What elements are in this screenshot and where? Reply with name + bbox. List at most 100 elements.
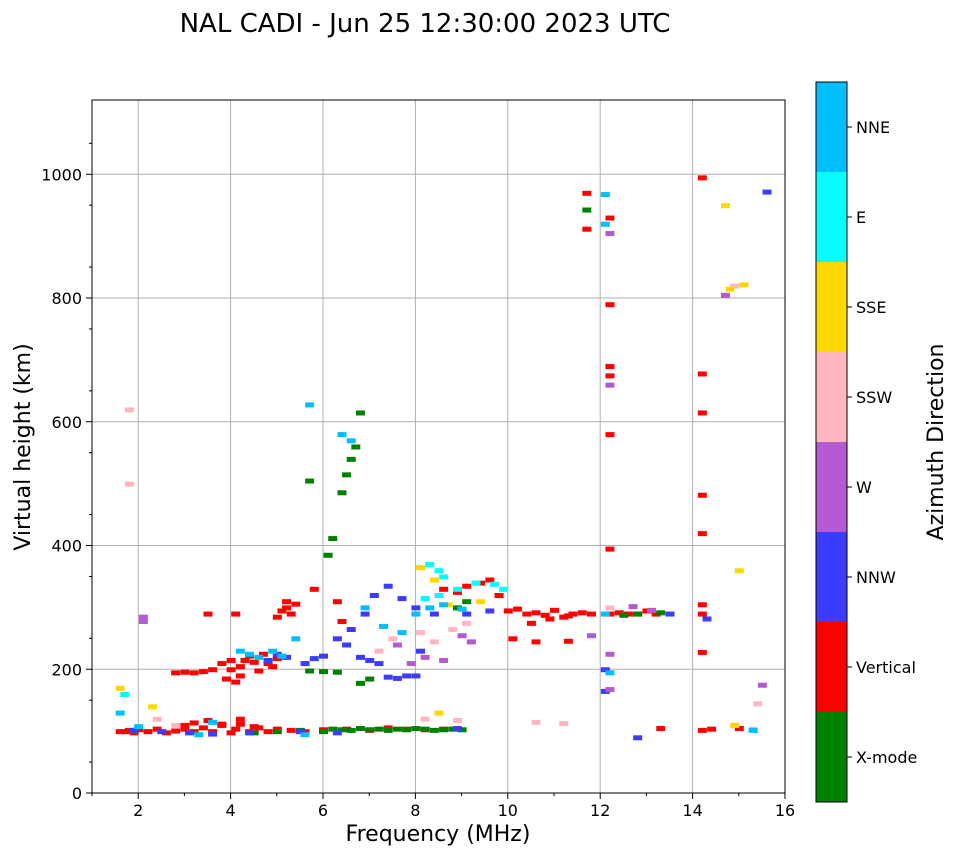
data-point [406,661,416,667]
data-point [457,606,467,612]
data-point [379,623,389,629]
data-point [254,725,264,731]
data-point [697,492,707,498]
data-point [656,610,666,616]
data-point [346,627,356,633]
colorbar-tick-label: SSW [856,388,892,407]
data-point [392,642,402,648]
data-point [337,490,347,496]
data-point [388,636,398,642]
y-tick-label: 600 [51,413,82,432]
data-point [337,727,347,733]
data-point [508,636,518,642]
data-point [725,286,735,292]
y-tick-label: 200 [51,660,82,679]
data-point [208,719,218,725]
data-point [282,654,292,660]
x-tick-label: 8 [410,801,420,820]
data-point [411,726,421,732]
data-point [559,614,569,620]
data-point [605,605,615,611]
data-point [550,607,559,613]
data-point [600,688,610,694]
data-point [582,207,592,213]
colorbar-swatch [816,172,847,262]
data-point [231,679,241,685]
data-point [651,611,661,617]
colorbar-swatch [816,262,847,352]
data-point [429,611,439,617]
data-point [420,716,430,722]
data-point [309,656,319,662]
data-point [369,593,379,598]
data-point [124,481,134,487]
data-point [305,402,315,408]
colorbar-swatch [816,712,847,802]
data-point [471,580,481,586]
data-point [143,729,153,735]
x-tick-label: 14 [682,801,702,820]
y-axis-label: Virtual height (km) [11,343,36,550]
series-e [120,562,509,697]
data-point [300,729,310,735]
data-point [439,602,449,608]
data-point [605,670,615,676]
data-point [383,583,393,589]
data-point [254,654,264,660]
data-point [180,722,190,728]
series-x-mode [249,207,666,736]
data-point [355,654,365,660]
data-point [411,611,421,617]
data-point [161,730,171,736]
data-point [439,586,449,592]
data-point [360,605,370,611]
data-point [152,716,162,722]
data-point [272,614,282,620]
data-point [268,664,278,670]
data-point [416,648,426,654]
data-point [494,593,504,598]
data-point [605,611,615,617]
data-point [702,616,712,622]
data-point [489,581,499,587]
x-tick-label: 6 [318,801,328,820]
data-point [134,724,144,730]
data-point [217,721,227,727]
data-point [397,596,407,602]
data-point [614,610,624,616]
data-point [346,438,356,444]
colorbar-tick-label: X-mode [856,748,917,767]
data-point [240,657,250,663]
data-point [439,574,449,580]
data-point [697,175,707,181]
data-point [291,601,301,607]
data-point [152,726,162,732]
data-point [434,568,444,574]
data-point [277,653,287,659]
data-point [217,661,227,667]
data-point [392,675,402,681]
data-point [697,649,707,655]
data-point [319,653,328,659]
data-point [665,611,675,617]
data-point [282,605,292,611]
data-point [332,730,342,736]
data-point [319,669,328,675]
data-point [619,612,629,618]
data-point [476,599,486,605]
data-point [328,536,338,542]
data-point [120,729,130,735]
data-point [730,722,740,728]
data-point [429,639,439,645]
data-point [531,719,541,725]
data-point [365,676,375,682]
data-point [226,730,236,736]
data-point [466,639,476,645]
data-point [753,701,763,707]
data-point [600,667,610,673]
y-tick-label: 1000 [41,165,82,184]
data-point [605,382,615,388]
data-point [762,189,772,195]
data-point [503,608,513,614]
